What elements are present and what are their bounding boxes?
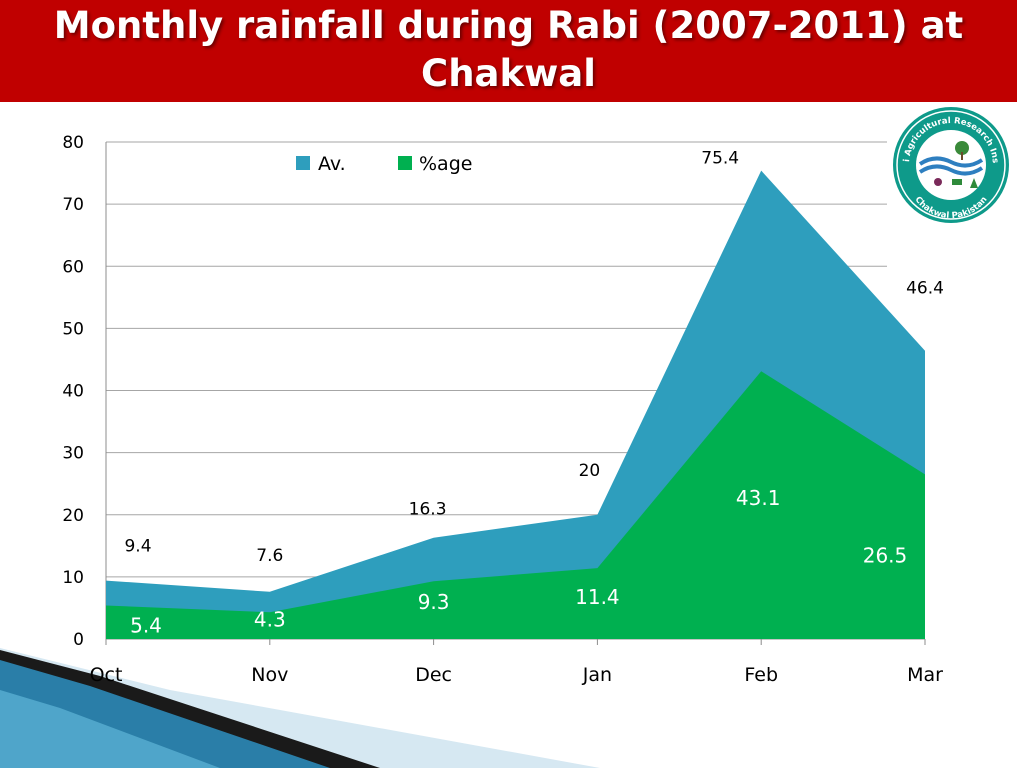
x-tick-label: Oct [90, 664, 123, 686]
legend-swatch-percentage [398, 156, 412, 170]
data-label-percentage: 5.4 [130, 613, 162, 637]
area-series-percentage [106, 371, 925, 639]
y-tick-label: 80 [62, 133, 84, 153]
y-tick-label: 10 [62, 568, 84, 588]
data-label-percentage: 4.3 [254, 607, 286, 631]
x-tick-label: Jan [582, 664, 612, 686]
data-label-av: 75.4 [701, 149, 739, 169]
y-tick-label: 70 [62, 195, 84, 215]
y-tick-label: 30 [62, 444, 84, 464]
legend-label-av: Av. [318, 153, 346, 175]
data-label-av: 7.6 [256, 546, 283, 566]
x-tick-label: Feb [744, 664, 778, 686]
legend-label-percentage: %age [419, 153, 472, 175]
y-tick-label: 50 [62, 319, 84, 339]
data-label-percentage: 11.4 [575, 585, 620, 609]
institute-logo: Barani Agricultural Research Institute C… [887, 97, 1012, 226]
y-tick-label: 0 [73, 630, 84, 650]
y-tick-label: 60 [62, 257, 84, 277]
data-label-percentage: 9.3 [418, 590, 450, 614]
x-tick-label: Dec [415, 664, 452, 686]
x-tick-label: Nov [251, 664, 288, 686]
data-label-percentage: 43.1 [736, 486, 781, 510]
institute-seal-icon: Barani Agricultural Research Institute C… [887, 97, 1009, 223]
data-label-av: 16.3 [409, 500, 447, 520]
title-bar: Monthly rainfall during Rabi (2007-2011)… [0, 0, 1017, 102]
x-tick-label: Mar [907, 664, 943, 686]
data-label-av: 20 [579, 461, 601, 481]
legend-swatch-av [296, 156, 310, 170]
slide-title: Monthly rainfall during Rabi (2007-2011)… [53, 4, 964, 95]
y-tick-label: 20 [62, 506, 84, 526]
swoosh-highlight [0, 690, 220, 768]
data-label-percentage: 26.5 [863, 543, 908, 567]
y-tick-label: 40 [62, 382, 84, 402]
data-label-av: 9.4 [124, 537, 151, 557]
data-label-av: 46.4 [906, 279, 944, 299]
